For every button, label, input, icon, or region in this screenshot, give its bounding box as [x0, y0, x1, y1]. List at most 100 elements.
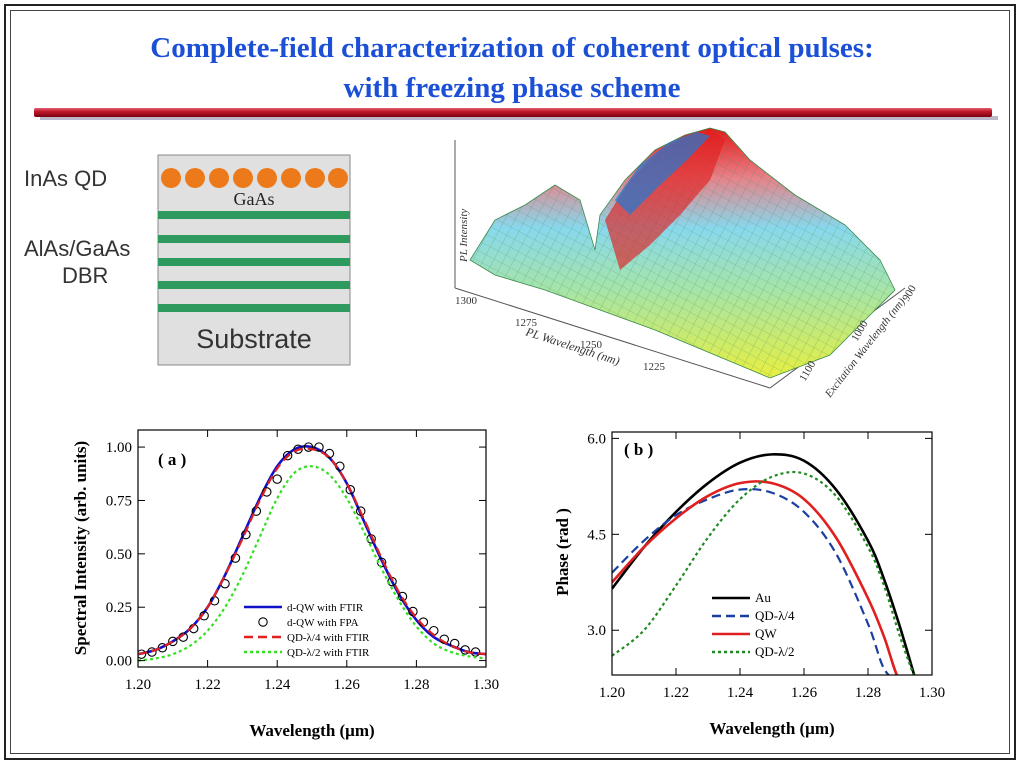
x-tick-label: 1.28 [403, 677, 429, 693]
series-group [612, 453, 916, 675]
series-line-qd-4-with-ftir [138, 447, 486, 656]
y-tick-label: 4.5 [587, 527, 606, 543]
series-group [138, 442, 486, 662]
y-tick-label: 0.75 [106, 493, 132, 509]
y-tick-label: 6.0 [587, 431, 606, 447]
slide-border [4, 4, 1016, 760]
chart-a-plot-frame [137, 429, 487, 668]
chart-a-x-axis-label: Wavelength (μm) [249, 721, 374, 740]
surface-mesh-grid [470, 128, 895, 378]
y-tick-label: 0.50 [106, 547, 132, 563]
label-dbr: DBR [62, 263, 108, 288]
x-tick-label: 1.22 [663, 685, 689, 701]
chart-b-series-layer [612, 453, 916, 675]
x-tick-label: 1.26 [334, 677, 361, 693]
legend-label-qd-4: QD-λ/4 [755, 608, 795, 623]
label-gaas: GaAs [234, 189, 275, 209]
x-tick-label: 1.20 [125, 677, 151, 693]
data-point-d-qw-with-fpa [199, 611, 209, 621]
data-point-d-qw-with-fpa [345, 485, 356, 495]
surface-peak-band [605, 132, 725, 270]
data-point-d-qw-with-fpa [147, 647, 157, 657]
chart-b-axes: 1.20 1.22 1.24 1.26 1.28 1.30 3.0 4.5 6.0 [587, 431, 945, 701]
x-tick-label: 1300 [455, 295, 478, 307]
qd-structure-diagram: InAs QD GaAs AlAs/GaAs DBR Substrate [24, 154, 351, 366]
qd-dot [281, 168, 301, 188]
dbr-layer [158, 235, 350, 243]
chart-a-series-layer [138, 442, 486, 662]
chart-a-spectral-intensity: 1.20 1.22 1.24 1.26 1.28 1.30 0.00 0.25 0.50 0.75… [71, 429, 499, 740]
data-point-d-qw-with-fpa [272, 474, 282, 484]
slide-title-line-2: with freezing phase scheme [343, 72, 681, 104]
qd-dot [185, 168, 205, 188]
x-tick-label: 1275 [515, 317, 538, 329]
legend-label-qd-2-with-ftir: QD-λ/2 with FTIR [287, 647, 370, 659]
x-tick-label: 1.24 [264, 677, 291, 693]
series-line-qd-2 [612, 470, 915, 675]
data-point-d-qw-with-fpa [460, 645, 470, 655]
x-tick-label: 1.26 [791, 685, 818, 701]
x-tick-label: 1.20 [599, 685, 625, 701]
data-point-d-qw-with-fpa [168, 636, 178, 647]
dbr-layer [158, 211, 350, 219]
x-tick-label: 1.30 [919, 685, 945, 701]
legend-label-qd-2: QD-λ/2 [755, 644, 795, 659]
legend-label-d-qw-with-fpa: d-QW with FPA [287, 617, 359, 629]
x-tick-label: 1225 [643, 361, 666, 373]
data-point-d-qw-with-fpa [408, 606, 418, 617]
chart-b-x-axis-label: Wavelength (μm) [709, 719, 834, 738]
label-inas-qd: InAs QD [24, 166, 107, 191]
chart-b-panel-label: ( b ) [624, 440, 653, 459]
dbr-layer [158, 281, 350, 289]
x-tick-label: 1.28 [855, 685, 881, 701]
qd-dot [209, 168, 229, 188]
chart-a-legend: d-QW with FTIR d-QW with FPA QD-λ/4 with F… [244, 602, 370, 659]
data-point-d-qw-with-fpa [303, 442, 314, 452]
y-tick-label: 3.0 [587, 623, 606, 639]
series-line-qd-2-with-ftir [138, 465, 486, 662]
data-point-d-qw-with-fpa [282, 450, 293, 461]
label-alas-gaas: AlAs/GaAs [24, 236, 130, 261]
y-tick-label: 1.00 [106, 440, 132, 456]
qd-dot [233, 168, 253, 188]
x-axis-line [454, 287, 771, 389]
legend-label-qw: QW [755, 626, 777, 641]
qd-dot [328, 168, 348, 188]
x-axis-label: PL Wavelength (nm) [523, 324, 621, 368]
dbr-layer [158, 258, 350, 266]
dbr-layer [158, 304, 350, 312]
chart-a-panel-label: ( a ) [158, 450, 186, 469]
title-rule [34, 108, 992, 117]
slide-title-line-1: Complete-field characterization of coher… [150, 32, 874, 64]
legend-swatch-d-qw-with-fpa [258, 617, 268, 627]
pl-surface-plot: PL Intensity 1300 1275 1250 1225 PL Wave… [454, 127, 919, 400]
x-tick-label: 1.30 [473, 677, 499, 693]
data-point-d-qw-with-fpa [138, 649, 147, 659]
qd-dot [161, 168, 181, 188]
label-substrate: Substrate [196, 324, 312, 354]
y-tick-label: 0.00 [106, 654, 132, 670]
legend-label-au: Au [755, 590, 771, 605]
series-line-d-qw-with-ftir [138, 444, 486, 656]
surface-blue-ridge [615, 132, 710, 215]
data-point-d-qw-with-fpa [262, 487, 272, 497]
chart-b-legend: Au QD-λ/4 QW QD-λ/2 [712, 590, 795, 659]
data-point-d-qw-with-fpa [355, 506, 366, 516]
qd-dot [257, 168, 277, 188]
legend-label-d-qw-with-ftir: d-QW with FTIR [287, 602, 364, 614]
z-axis-label: PL Intensity [458, 209, 470, 263]
y-tick-label: 0.25 [106, 600, 132, 616]
title-rule-shadow [40, 116, 998, 120]
data-point-d-qw-with-fpa [397, 591, 408, 602]
chart-a-axes: 1.20 1.22 1.24 1.26 1.28 1.30 0.00 0.25 0.50 0.75… [106, 430, 499, 693]
chart-a-y-axis-label: Spectral Intensity (arb. units) [71, 441, 90, 655]
chart-b-plot-frame [611, 431, 933, 676]
x-tick-label: 1250 [580, 339, 603, 351]
x-tick-label: 1.22 [194, 677, 220, 693]
slide-inner-border [10, 10, 1010, 754]
chart-b-y-axis-label: Phase (rad ) [553, 508, 572, 596]
x-tick-label: 1.24 [727, 685, 754, 701]
qd-dot [305, 168, 325, 188]
data-point-d-qw-with-fpa [314, 442, 324, 452]
chart-b-phase: 1.20 1.22 1.24 1.26 1.28 1.303.04.56.0 ( b ) … [553, 431, 945, 738]
